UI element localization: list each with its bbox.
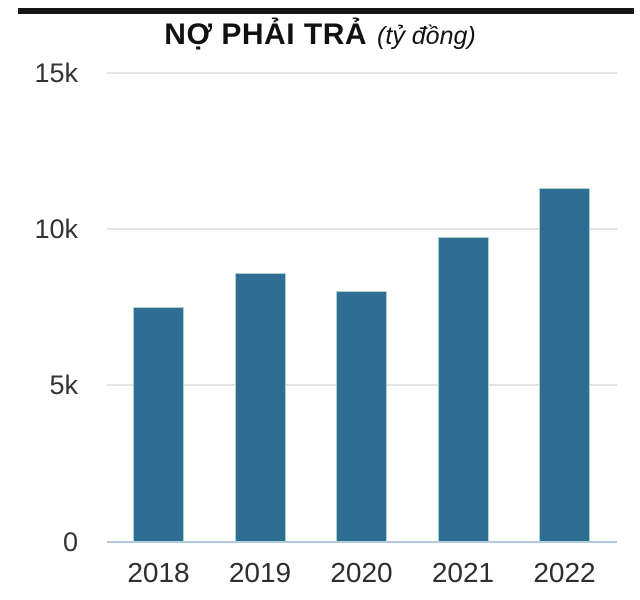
x-tick-label-2020: 2020: [330, 557, 393, 588]
y-tick-label-10k: 10k: [34, 213, 78, 244]
y-tick-label-0: 0: [62, 526, 78, 557]
top-rule: [18, 8, 634, 14]
chart-title: NỢ PHẢI TRẢ: [164, 18, 368, 51]
bar-2020: [336, 291, 387, 542]
x-tick-label-2022: 2022: [533, 557, 596, 588]
bar-2018: [133, 307, 184, 542]
bar-2021: [437, 236, 489, 542]
bar-2019: [234, 272, 286, 542]
y-tick-label-15k: 15k: [34, 57, 78, 88]
gridline-15k: [107, 71, 617, 74]
x-tick-label-2021: 2021: [431, 557, 495, 588]
x-tick-label-2019: 2019: [228, 557, 292, 588]
chart-header: NỢ PHẢI TRẢ (tỷ đồng): [0, 18, 640, 52]
x-tick-label-2018: 2018: [127, 557, 190, 588]
y-tick-label-5k: 5k: [49, 370, 78, 401]
bar-2022: [539, 188, 590, 542]
gridline-10k: [107, 227, 617, 230]
chart-title-unit: (tỷ đồng): [377, 22, 476, 50]
